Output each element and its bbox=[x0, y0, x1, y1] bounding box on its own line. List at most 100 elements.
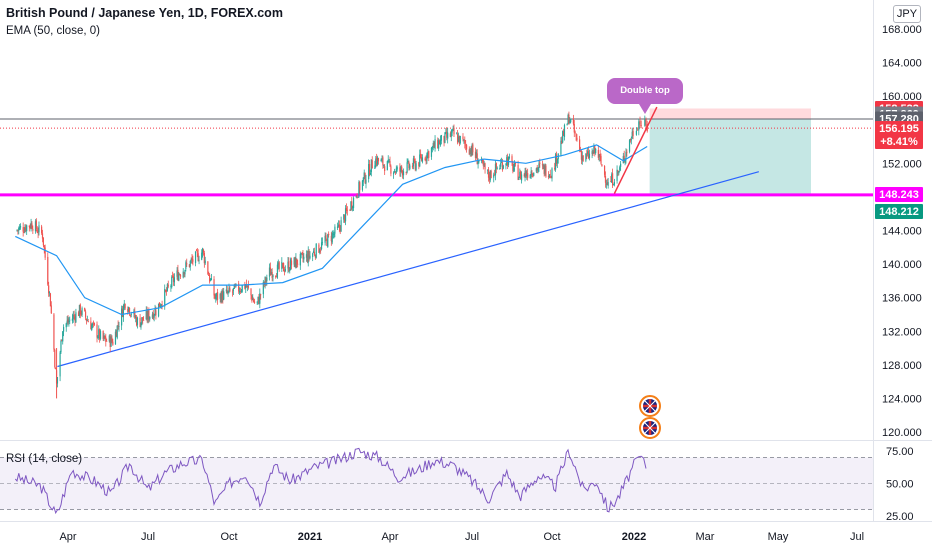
candle-body bbox=[54, 349, 56, 368]
candle-body bbox=[183, 272, 185, 275]
candle-body bbox=[645, 119, 647, 126]
candle-body bbox=[365, 179, 367, 184]
candle-body bbox=[47, 256, 49, 285]
candle-body bbox=[415, 163, 417, 170]
candle-body bbox=[72, 314, 74, 319]
candle-body bbox=[465, 144, 468, 150]
candle-body bbox=[314, 255, 316, 258]
candle-body bbox=[371, 160, 373, 169]
candle-body bbox=[482, 160, 484, 166]
candle-body bbox=[186, 263, 188, 265]
candle-body bbox=[457, 136, 460, 142]
candle-body bbox=[208, 274, 210, 276]
ascending-trendline bbox=[57, 171, 760, 368]
candle-body bbox=[167, 284, 169, 287]
candle-body bbox=[71, 318, 73, 321]
candle-body bbox=[576, 137, 578, 141]
candle-body bbox=[42, 237, 44, 246]
candle-body bbox=[580, 150, 583, 160]
candle-body bbox=[152, 313, 154, 319]
candle-body bbox=[456, 133, 458, 135]
candle-body bbox=[288, 261, 290, 271]
candle-body bbox=[48, 292, 51, 294]
candle-body bbox=[295, 257, 297, 268]
currency-selector[interactable]: JPY bbox=[893, 5, 921, 23]
ema-legend[interactable]: EMA (50, close, 0) bbox=[6, 25, 100, 37]
candle-body bbox=[251, 295, 253, 302]
candle-body bbox=[198, 259, 200, 261]
candle-body bbox=[179, 275, 182, 277]
candle-body bbox=[203, 252, 205, 264]
candle-body bbox=[59, 352, 61, 377]
candle-body bbox=[135, 317, 137, 318]
candle-body bbox=[38, 225, 40, 233]
candle-body bbox=[172, 275, 174, 277]
candle-body bbox=[481, 159, 484, 162]
flag-saltire bbox=[644, 422, 656, 434]
candle-body bbox=[110, 336, 112, 347]
candle-body bbox=[25, 226, 27, 231]
candle-body bbox=[306, 254, 308, 262]
candle-body bbox=[638, 121, 640, 131]
rsi-legend[interactable]: RSI (14, close) bbox=[6, 453, 83, 465]
price-axis-tick: 128.000 bbox=[882, 360, 922, 372]
candle-body bbox=[363, 172, 365, 179]
candle-body bbox=[463, 139, 465, 141]
candle-body bbox=[551, 168, 553, 179]
candle-body bbox=[447, 132, 449, 139]
candle-body bbox=[631, 131, 633, 139]
rsi-axis-tick: 25.00 bbox=[886, 511, 914, 523]
candle-body bbox=[118, 326, 120, 327]
candle-body bbox=[22, 227, 24, 232]
candle-body bbox=[418, 162, 420, 167]
candle-body bbox=[374, 165, 376, 170]
time-axis-tick: 2022 bbox=[622, 531, 646, 543]
candle-body bbox=[352, 207, 354, 208]
candle-body bbox=[388, 161, 390, 162]
candle-body bbox=[173, 277, 176, 283]
candle-body bbox=[601, 164, 603, 167]
candle-body bbox=[179, 274, 181, 276]
candle-body bbox=[209, 279, 212, 281]
candle-body bbox=[444, 132, 446, 143]
candle-body bbox=[210, 278, 212, 281]
price-axis-tick: 160.000 bbox=[882, 91, 922, 103]
candle-body bbox=[300, 253, 302, 255]
candle-body bbox=[390, 166, 392, 174]
candle-body bbox=[550, 176, 552, 178]
candle-body bbox=[384, 166, 386, 171]
candle-body bbox=[531, 172, 533, 176]
candle-body bbox=[369, 173, 372, 175]
candle-body bbox=[324, 235, 326, 243]
candle-body bbox=[216, 292, 219, 300]
time-axis-tick: Oct bbox=[543, 531, 560, 543]
candle-body bbox=[41, 226, 43, 234]
candle-body bbox=[350, 201, 352, 210]
candle-body bbox=[223, 291, 225, 300]
candle-body bbox=[194, 251, 197, 264]
candle-body bbox=[201, 252, 203, 260]
candle-body bbox=[319, 250, 321, 252]
candle-body bbox=[488, 176, 490, 180]
candle-body bbox=[487, 169, 489, 171]
candle-body bbox=[490, 170, 492, 179]
candle-body bbox=[535, 168, 537, 172]
candle-body bbox=[603, 166, 606, 175]
candle-body bbox=[231, 291, 234, 293]
candle-body bbox=[330, 235, 332, 242]
candle-body bbox=[318, 244, 320, 253]
candle-body bbox=[308, 250, 310, 258]
candle-body bbox=[250, 288, 252, 296]
candle-body bbox=[305, 254, 308, 258]
candle-body bbox=[301, 252, 303, 254]
candle-body bbox=[477, 161, 479, 165]
candle-body bbox=[258, 297, 260, 304]
candle-body bbox=[294, 257, 296, 268]
candle-body bbox=[362, 177, 364, 182]
candle-body bbox=[537, 167, 539, 171]
candle-body bbox=[339, 226, 341, 231]
candle-body bbox=[325, 235, 327, 239]
candle-body bbox=[617, 170, 619, 173]
candle-body bbox=[456, 134, 459, 143]
